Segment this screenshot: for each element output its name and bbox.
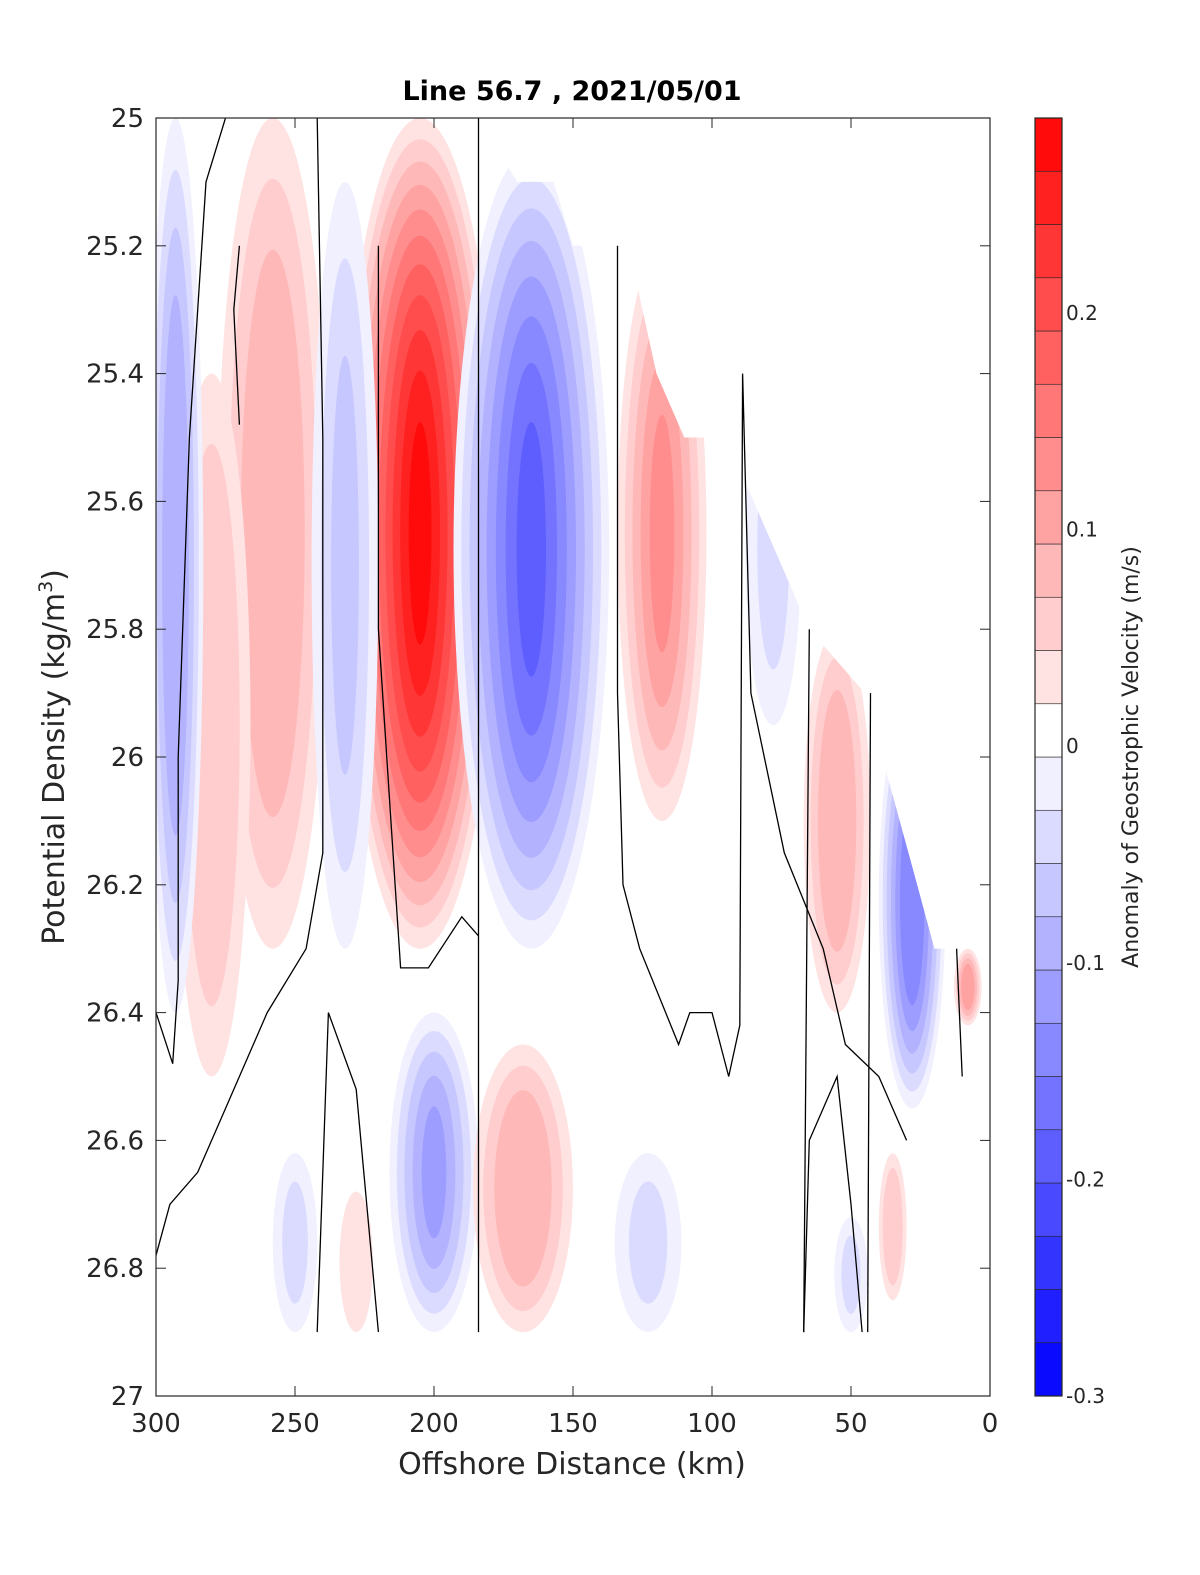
colorbar-band-12 bbox=[1034, 703, 1063, 758]
contour-fill-17-2 bbox=[886, 1186, 899, 1267]
contour-fill-15-1 bbox=[628, 1181, 668, 1304]
colorbar-band-2 bbox=[1034, 1235, 1063, 1290]
contour-fill-0-10 bbox=[408, 422, 432, 645]
contour-fill-1-7 bbox=[516, 422, 546, 677]
colorbar-band-7 bbox=[1034, 969, 1063, 1024]
y-tick-label-2: 25.4 bbox=[86, 360, 144, 390]
colorbar-band-17 bbox=[1034, 437, 1063, 492]
x-axis-label: Offshore Distance (km) bbox=[398, 1447, 746, 1482]
x-tick-label-4: 100 bbox=[687, 1409, 737, 1439]
contour-fill-4-2 bbox=[331, 355, 359, 775]
colorbar-band-8 bbox=[1034, 916, 1063, 971]
y-axis-ticks: 25 25.2 25.4 25.6 25.8 26 26.2 26.4 26.6 26.8 27 bbox=[86, 104, 990, 1412]
contour-fill-8-3 bbox=[826, 731, 849, 911]
zero-contour-line-0 bbox=[156, 118, 227, 1064]
zero-contours bbox=[156, 118, 963, 1333]
colorbar-tick-label-3: 0 bbox=[1066, 734, 1079, 758]
colorbar-frame bbox=[1034, 117, 1063, 1397]
y-tick-label-0: 25 bbox=[111, 104, 144, 134]
zero-contour-line-3 bbox=[377, 245, 479, 969]
contour-fill-2-3 bbox=[254, 339, 292, 728]
colorbar-band-3 bbox=[1034, 1182, 1063, 1237]
colorbar-tick-label-2: -0.1 bbox=[1066, 951, 1105, 975]
y-tick-label-10: 27 bbox=[111, 1382, 144, 1412]
colorbar-band-23 bbox=[1034, 117, 1063, 172]
contour-fill-12-3 bbox=[506, 1121, 540, 1256]
colorbar-tick-label-5: 0.2 bbox=[1066, 301, 1098, 325]
y-tick-label-9: 26.8 bbox=[86, 1254, 144, 1284]
zero-contour-line-9 bbox=[316, 1012, 380, 1333]
zero-contour-line-1 bbox=[233, 245, 241, 425]
zero-contour-line-2 bbox=[156, 118, 324, 1256]
contour-fill-5-4 bbox=[167, 380, 184, 750]
zero-contour-line-5 bbox=[616, 245, 908, 1141]
zero-contour-line-6 bbox=[803, 629, 810, 1333]
y-axis-label: Potential Density (kg/m3) bbox=[35, 569, 72, 945]
colorbar-band-4 bbox=[1034, 1129, 1063, 1184]
colorbar-band-10 bbox=[1034, 809, 1063, 864]
colorbar-band-13 bbox=[1034, 650, 1063, 705]
colorbar-band-18 bbox=[1034, 383, 1063, 438]
x-tick-label-0: 300 bbox=[131, 1409, 181, 1439]
zero-contour-line-8 bbox=[955, 948, 963, 1077]
contour-fill-13-1 bbox=[282, 1181, 308, 1304]
contour-fill-14-1 bbox=[346, 1213, 366, 1310]
x-tick-label-3: 150 bbox=[548, 1409, 598, 1439]
colorbar-band-15 bbox=[1034, 543, 1063, 598]
x-tick-label-5: 50 bbox=[834, 1409, 867, 1439]
colorbar-label: Anomaly of Geostrophic Velocity (m/s) bbox=[1119, 546, 1144, 968]
y-tick-label-3: 25.6 bbox=[86, 487, 144, 517]
velocity-field bbox=[156, 118, 982, 1333]
zero-contour-line-10 bbox=[803, 1073, 863, 1333]
colorbar-band-20 bbox=[1034, 277, 1063, 332]
colorbar-tick-label-1: -0.2 bbox=[1066, 1167, 1105, 1191]
y-tick-label-6: 26.2 bbox=[86, 871, 144, 901]
colorbar-band-6 bbox=[1034, 1022, 1063, 1077]
contour-fill-6-4 bbox=[649, 414, 675, 653]
colorbar-tick-label-0: -0.3 bbox=[1066, 1384, 1105, 1408]
colorbar-band-21 bbox=[1034, 224, 1063, 279]
y-tick-label-5: 26 bbox=[111, 743, 144, 773]
y-tick-label-4: 25.8 bbox=[86, 615, 144, 645]
chart-title: Line 56.7 , 2021/05/01 bbox=[402, 76, 741, 107]
x-tick-label-1: 250 bbox=[270, 1409, 320, 1439]
x-tick-label-2: 200 bbox=[409, 1409, 459, 1439]
colorbar-ticks: -0.3 -0.2 -0.1 0 0.1 0.2 bbox=[1066, 301, 1105, 1408]
colorbar-band-0 bbox=[1034, 1342, 1063, 1397]
x-axis-ticks: 300 250 200 150 100 50 0 bbox=[131, 118, 998, 1439]
colorbar-tick-label-4: 0.1 bbox=[1066, 518, 1098, 542]
colorbar-band-9 bbox=[1034, 863, 1063, 918]
colorbar-band-16 bbox=[1034, 490, 1063, 545]
x-tick-label-6: 0 bbox=[982, 1409, 999, 1439]
colorbar-band-14 bbox=[1034, 596, 1063, 651]
contour-fill-10-4 bbox=[964, 971, 972, 1003]
colorbar-band-11 bbox=[1034, 756, 1063, 811]
colorbar-band-22 bbox=[1034, 170, 1063, 225]
colorbar-band-19 bbox=[1034, 330, 1063, 385]
y-tick-label-7: 26.4 bbox=[86, 999, 144, 1029]
colorbar-band-1 bbox=[1034, 1289, 1063, 1344]
y-tick-label-8: 26.6 bbox=[86, 1126, 144, 1156]
colorbar bbox=[1034, 117, 1063, 1397]
contour-fill-11-4 bbox=[421, 1106, 447, 1239]
zero-contour-line-7 bbox=[867, 693, 872, 1333]
contour-fill-3-2 bbox=[195, 532, 228, 918]
y-tick-label-1: 25.2 bbox=[86, 232, 144, 262]
colorbar-band-5 bbox=[1034, 1076, 1063, 1131]
